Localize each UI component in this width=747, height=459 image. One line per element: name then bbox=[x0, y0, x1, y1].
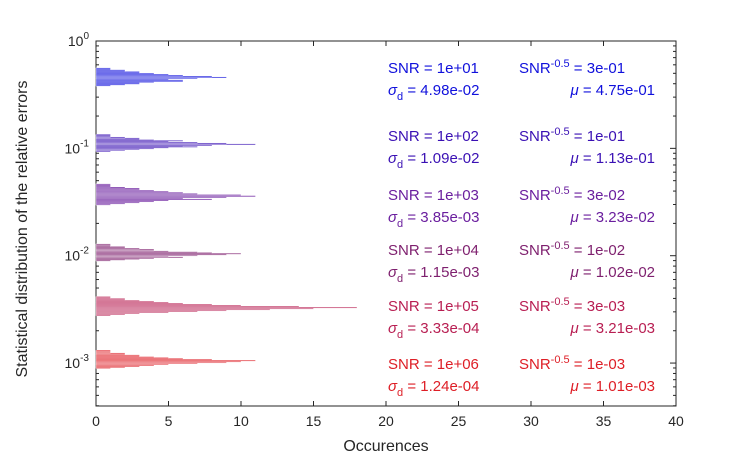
sigma-annotation: σd = 3.85e-03 bbox=[388, 209, 479, 230]
mu-annotation: μ = 3.21e-03 bbox=[569, 320, 655, 337]
sigma-annotation: σd = 1.09e-02 bbox=[388, 150, 479, 171]
x-tick-label: 20 bbox=[378, 413, 394, 429]
x-tick-label: 25 bbox=[451, 413, 467, 429]
sigma-annotation: σd = 4.98e-02 bbox=[388, 82, 479, 103]
sigma-annotation: σd = 1.24e-04 bbox=[388, 378, 479, 399]
snr-annotation: SNR = 1e+01 bbox=[388, 60, 479, 77]
y-axis-label: Statistical distribution of the relative… bbox=[14, 80, 31, 377]
histogram-bar bbox=[95, 296, 111, 298]
mu-annotation: μ = 1.02e-02 bbox=[569, 264, 655, 281]
histogram-bar bbox=[95, 350, 111, 352]
axes-group: 0 5 10 15 20 25 30 35 40 100 10-1 10-2 10-3 bbox=[65, 31, 684, 429]
sigma-annotation: σd = 3.33e-04 bbox=[388, 320, 479, 341]
mu-annotation: μ = 1.13e-01 bbox=[569, 150, 655, 167]
snr-annotation: SNR = 1e+04 bbox=[388, 242, 479, 259]
y-tick-label: 10-1 bbox=[65, 138, 90, 156]
histogram-bar bbox=[95, 67, 111, 70]
x-tick-label: 0 bbox=[92, 413, 100, 429]
mu-annotation: μ = 4.75e-01 bbox=[569, 82, 655, 99]
histogram-bar bbox=[95, 183, 111, 186]
snr-power-annotation: SNR-0.5 = 1e-02 bbox=[519, 240, 625, 259]
snr-annotation: SNR = 1e+02 bbox=[388, 128, 479, 145]
x-tick-label: 35 bbox=[596, 413, 612, 429]
x-tick-label: 40 bbox=[668, 413, 684, 429]
snr-power-annotation: SNR-0.5 = 3e-01 bbox=[519, 58, 625, 77]
x-tick-label: 5 bbox=[165, 413, 173, 429]
snr-power-annotation: SNR-0.5 = 3e-03 bbox=[519, 296, 625, 315]
bars-group bbox=[95, 67, 358, 369]
mu-annotation: μ = 1.01e-03 bbox=[569, 378, 655, 395]
snr-annotation: SNR = 1e+03 bbox=[388, 187, 479, 204]
sigma-annotation: σd = 1.15e-03 bbox=[388, 264, 479, 285]
x-tick-label: 30 bbox=[523, 413, 539, 429]
x-tick-label: 15 bbox=[306, 413, 322, 429]
snr-power-annotation: SNR-0.5 = 1e-01 bbox=[519, 126, 625, 145]
y-tick-label: 100 bbox=[68, 31, 90, 49]
x-axis-label: Occurences bbox=[343, 438, 428, 455]
histogram-bar bbox=[95, 134, 111, 136]
annotations-group: SNR = 1e+01 SNR-0.5 = 3e-01 σd = 4.98e-02 μ… bbox=[388, 58, 655, 399]
histogram-bar bbox=[95, 243, 111, 246]
x-tick-label: 10 bbox=[233, 413, 249, 429]
y-tick-label: 10-2 bbox=[65, 246, 90, 264]
y-tick-label: 10-3 bbox=[65, 353, 90, 371]
mu-annotation: μ = 3.23e-02 bbox=[569, 209, 655, 226]
snr-power-annotation: SNR-0.5 = 3e-02 bbox=[519, 185, 625, 204]
snr-annotation: SNR = 1e+06 bbox=[388, 356, 479, 373]
snr-annotation: SNR = 1e+05 bbox=[388, 298, 479, 315]
snr-power-annotation: SNR-0.5 = 1e-03 bbox=[519, 354, 625, 373]
